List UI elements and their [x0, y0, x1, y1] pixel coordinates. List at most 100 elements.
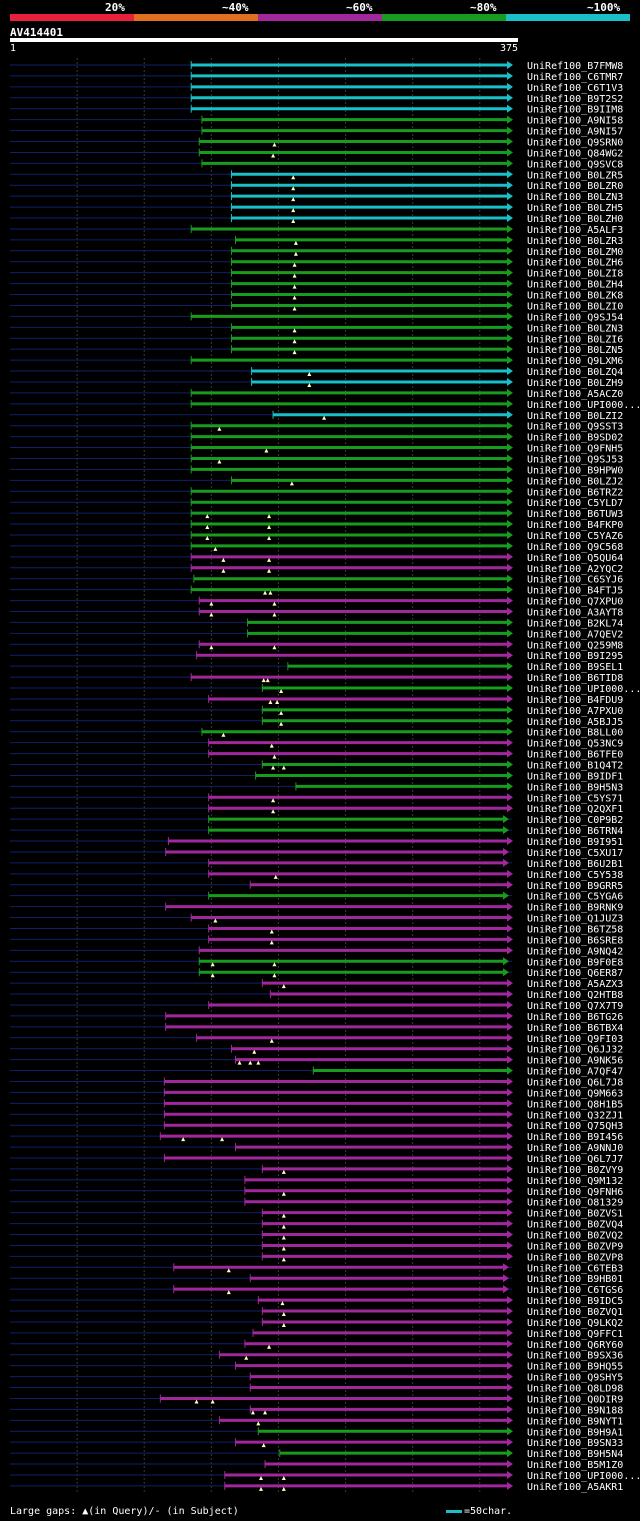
- hit-row: UniRef100_B9I295: [10, 651, 623, 662]
- hit-label: UniRef100_B8LL00: [527, 728, 623, 739]
- hit-end-arrow: [507, 235, 513, 244]
- hit-label: UniRef100_Q8H1B5: [527, 1099, 623, 1110]
- hit-label: UniRef100_B6U2B1: [527, 859, 623, 870]
- hit-label: UniRef100_B9IDC5: [527, 1296, 623, 1307]
- hit-end-arrow: [507, 869, 513, 878]
- hit-label: UniRef100_C5YLD7: [527, 498, 623, 509]
- query-gap-marker: [210, 962, 215, 967]
- hit-end-arrow: [502, 858, 509, 867]
- hit-row: UniRef100_B0LZI0: [10, 301, 623, 312]
- query-gap-marker: [263, 1410, 268, 1415]
- hit-end-arrow: [502, 1285, 509, 1294]
- hit-label: UniRef100_Q9LXM6: [527, 356, 623, 367]
- hit-row: UniRef100_B6TID8: [10, 673, 623, 684]
- hit-end-arrow: [507, 1350, 513, 1359]
- hit-label: UniRef100_Q9SRN0: [527, 138, 623, 149]
- hit-end-arrow: [507, 1000, 513, 1009]
- hit-end-arrow: [507, 1197, 513, 1206]
- hit-row: UniRef100_C6T1V3: [10, 82, 623, 94]
- hit-end-arrow: [507, 487, 513, 496]
- hit-row: UniRef100_Q9LKQ2: [10, 1317, 623, 1329]
- hit-row: UniRef100_B0ZVP9: [10, 1241, 623, 1252]
- query-gap-marker: [269, 940, 274, 945]
- hit-row: UniRef100_Q9SRN0: [10, 137, 623, 149]
- hit-row: UniRef100_B9N188: [10, 1405, 623, 1416]
- hit-label: UniRef100_O81329: [527, 1198, 623, 1209]
- hit-end-arrow: [507, 93, 513, 102]
- hit-label: UniRef100_Q9SHY5: [527, 1373, 623, 1384]
- hit-row: UniRef100_A5BJJ5: [10, 716, 623, 728]
- query-gap-marker: [292, 339, 297, 344]
- hit-row: UniRef100_B6TG26: [10, 1011, 623, 1023]
- hit-label: UniRef100_B6TRZ2: [527, 487, 623, 498]
- hit-row: UniRef100_A9NK56: [10, 1055, 623, 1067]
- hit-end-arrow: [507, 377, 513, 386]
- query-gap-marker: [281, 1257, 286, 1262]
- hit-row: UniRef100_B6U2B1: [10, 858, 623, 870]
- hit-row: UniRef100_C5XU17: [10, 847, 623, 859]
- hit-row: UniRef100_B9I456: [10, 1132, 623, 1143]
- hit-label: UniRef100_Q259M8: [527, 640, 623, 651]
- hit-label: UniRef100_Q5QU64: [527, 553, 623, 564]
- hit-label: UniRef100_Q2QXF1: [527, 804, 623, 815]
- hit-end-arrow: [507, 1154, 513, 1162]
- query-gap-marker: [221, 568, 226, 573]
- hit-label: UniRef100_Q53NC9: [527, 739, 623, 750]
- hit-row: UniRef100_B4FKP0: [10, 520, 623, 531]
- hit-end-arrow: [507, 432, 513, 441]
- hit-end-arrow: [502, 815, 509, 824]
- hit-end-arrow: [507, 1132, 513, 1141]
- hit-end-arrow: [507, 1143, 513, 1152]
- hit-end-arrow: [507, 443, 513, 452]
- hit-end-arrow: [502, 1274, 509, 1283]
- hit-label: UniRef100_B0LZR3: [527, 236, 623, 247]
- hit-label: UniRef100_A7PXU0: [527, 706, 623, 717]
- query-gap-marker: [226, 1268, 231, 1273]
- query-gap-marker: [289, 481, 294, 486]
- query-gap-marker: [261, 678, 266, 683]
- query-gap-marker: [292, 295, 297, 300]
- hit-row: UniRef100_B6TUW3: [10, 509, 623, 520]
- hit-end-arrow: [507, 1066, 513, 1075]
- hit-label: UniRef100_B9H5N3: [527, 782, 623, 793]
- hit-end-arrow: [507, 1449, 513, 1458]
- hit-row: UniRef100_C5YS71: [10, 793, 623, 804]
- hit-row: UniRef100_A9NQ42: [10, 946, 623, 957]
- hit-row: UniRef100_Q53NC9: [10, 738, 623, 750]
- hit-end-arrow: [507, 990, 513, 999]
- hit-row: UniRef100_B9H9A1: [10, 1427, 623, 1438]
- hit-end-arrow: [502, 891, 509, 900]
- query-gap-marker: [272, 962, 277, 967]
- hit-label: UniRef100_B6TRN4: [527, 826, 623, 837]
- hit-end-arrow: [507, 880, 513, 889]
- hit-label: UniRef100_Q9FNH6: [527, 1187, 623, 1198]
- hit-label: UniRef100_Q75QH3: [527, 1121, 623, 1132]
- hit-label: UniRef100_Q8LD98: [527, 1384, 623, 1395]
- hit-label: UniRef100_Q2HTB8: [527, 990, 623, 1001]
- hit-end-arrow: [507, 694, 513, 703]
- hit-row: UniRef100_O81329: [10, 1197, 623, 1209]
- hit-row: UniRef100_C6SYJ6: [10, 574, 623, 586]
- query-gap-marker: [221, 557, 226, 562]
- hit-end-arrow: [507, 629, 513, 638]
- hit-row: UniRef100_B0LZH0: [10, 214, 623, 225]
- hit-end-arrow: [507, 1481, 513, 1490]
- hit-end-arrow: [507, 738, 513, 747]
- hit-row: UniRef100_C5YGA6: [10, 891, 623, 903]
- query-gap-marker: [281, 1322, 286, 1327]
- hit-end-arrow: [507, 1022, 513, 1031]
- hit-row: UniRef100_B0LZI2: [10, 410, 623, 422]
- hit-end-arrow: [507, 170, 513, 179]
- query-gap-marker: [271, 798, 276, 803]
- hit-row: UniRef100_B2KL74: [10, 618, 623, 629]
- hit-label: UniRef100_B6TBX4: [527, 1023, 623, 1034]
- hit-label: UniRef100_B0ZVP8: [527, 1252, 623, 1263]
- legend-swatch: [506, 14, 630, 21]
- hit-label: UniRef100_B9SD02: [527, 433, 623, 444]
- query-gap-marker: [291, 219, 296, 224]
- hit-label: UniRef100_Q6JJ32: [527, 1045, 623, 1056]
- gap-legend: Large gaps: ▲(in Query)/- (in Subject): [10, 1506, 239, 1517]
- hit-label: UniRef100_B0ZVS1: [527, 1209, 623, 1220]
- query-gap-marker: [267, 557, 272, 562]
- hit-row: UniRef100_B9I951: [10, 837, 623, 848]
